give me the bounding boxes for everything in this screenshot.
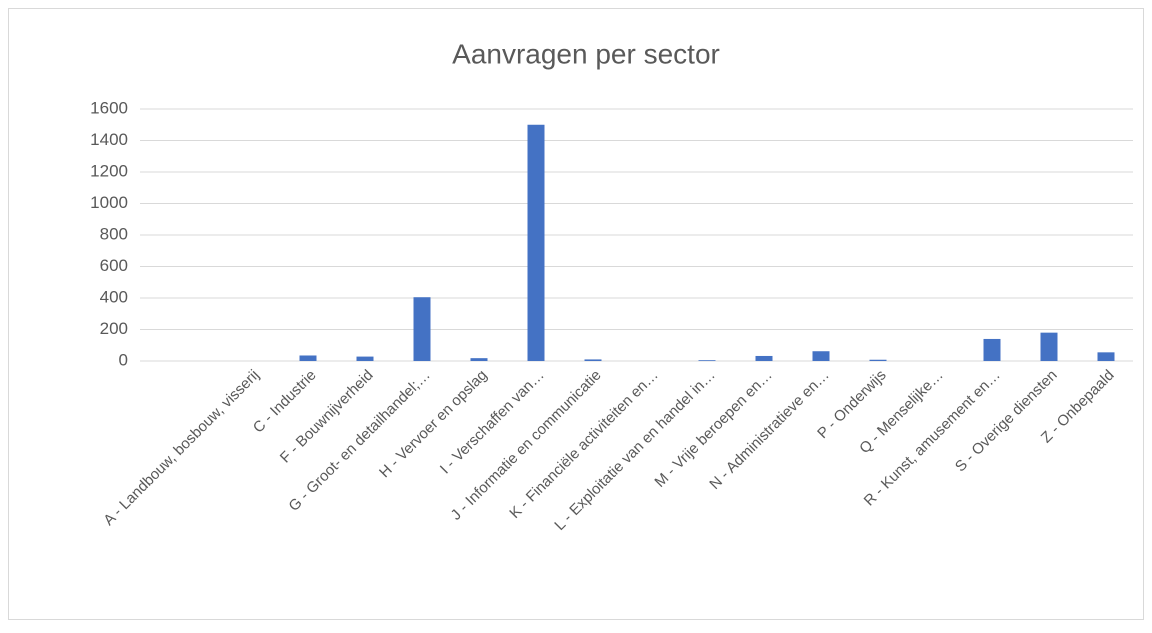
- y-tick-label: 400: [100, 287, 128, 306]
- y-tick-label: 1400: [90, 130, 128, 149]
- bar: [527, 124, 545, 361]
- bar: [755, 355, 773, 361]
- y-tick-label: 1200: [90, 161, 128, 180]
- y-tick-label: 0: [119, 350, 128, 369]
- y-tick-label: 600: [100, 256, 128, 275]
- bar: [470, 358, 488, 361]
- bar: [869, 359, 887, 361]
- bar: [584, 359, 602, 361]
- bar: [356, 356, 374, 361]
- bar: [983, 338, 1001, 361]
- y-tick-label: 1600: [90, 98, 128, 117]
- bar: [812, 351, 830, 361]
- bar: [1097, 352, 1115, 361]
- y-tick-label: 1000: [90, 193, 128, 212]
- chart-title: Aanvragen per sector: [452, 38, 720, 69]
- bar: [413, 297, 431, 361]
- bar: [698, 360, 716, 361]
- y-tick-label: 200: [100, 319, 128, 338]
- y-tick-label: 800: [100, 224, 128, 243]
- chart-border: [8, 8, 1144, 620]
- bar: [1040, 332, 1058, 361]
- bar: [299, 355, 317, 361]
